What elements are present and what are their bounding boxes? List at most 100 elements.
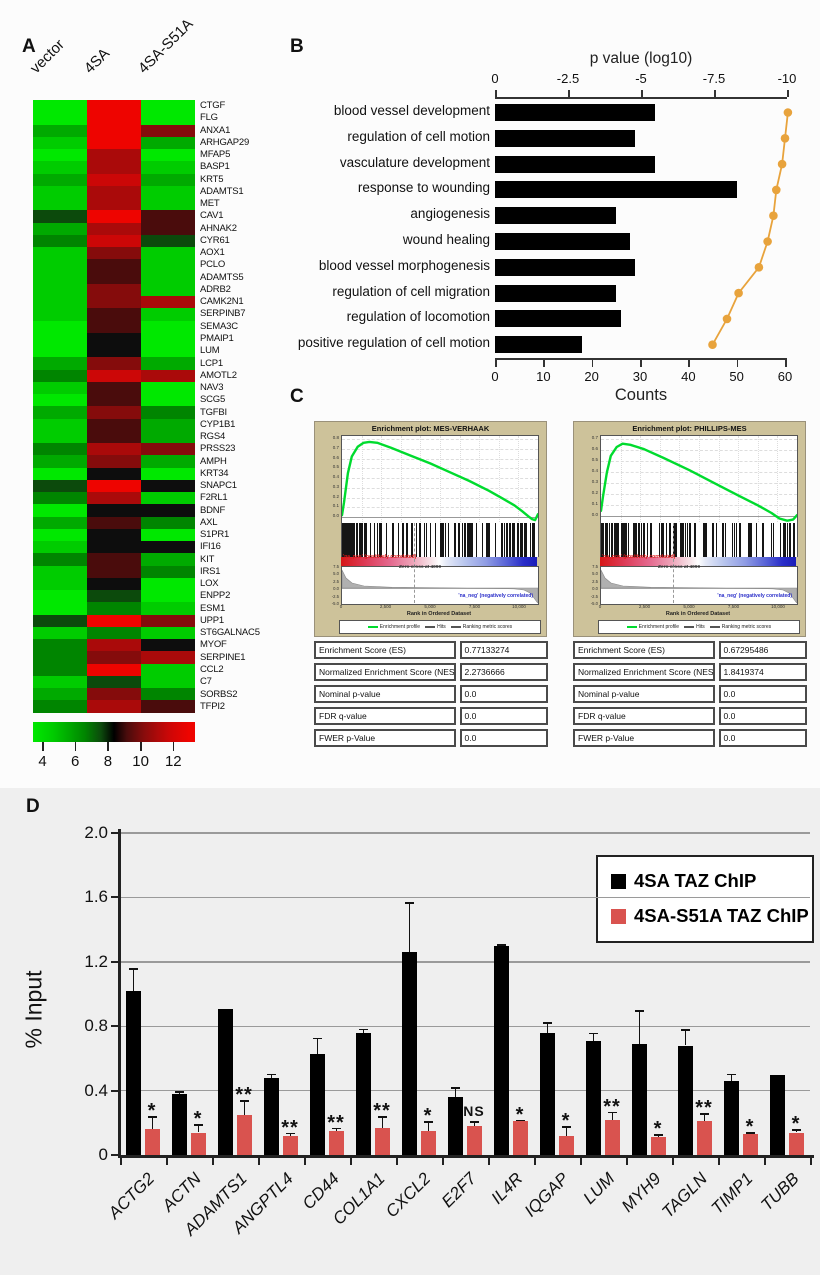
heatmap-cell xyxy=(141,675,195,688)
heatmap-cell xyxy=(141,626,195,639)
heatmap-cell xyxy=(141,479,195,492)
gsea-hit-line xyxy=(441,523,443,557)
gsea-hit-line xyxy=(426,523,427,557)
chip-error-cap xyxy=(588,1032,599,1035)
heatmap-cell xyxy=(141,100,195,113)
chip-error-cap xyxy=(496,944,507,946)
heatmap-cell xyxy=(141,443,195,456)
gsea-hit-line xyxy=(476,523,478,557)
chip-x-axis-line xyxy=(118,1155,814,1158)
heatmap-cell xyxy=(87,234,141,247)
gsea-hit-line xyxy=(374,523,376,557)
go-count-bar xyxy=(495,207,616,225)
gsea-table-label: Normalized Enrichment Score (NES) xyxy=(573,663,715,681)
gsea-metric-tick-label: -5.0 xyxy=(590,601,598,606)
gsea-neg-label: 'na_neg' (negatively correlated) xyxy=(717,593,792,599)
heatmap-gene-label: NAV3 xyxy=(200,382,224,393)
heatmap-cell xyxy=(33,357,87,370)
gsea-hit-line xyxy=(638,523,640,557)
heatmap-cell xyxy=(141,577,195,590)
heatmap-cell xyxy=(87,161,141,174)
gsea-hit-line xyxy=(713,523,715,557)
chip-x-tick xyxy=(810,1157,812,1165)
gsea-hit-line xyxy=(352,523,354,557)
gsea-hit-line xyxy=(505,523,507,557)
gsea-hit-line xyxy=(349,523,351,557)
colorbar-tick-label: 12 xyxy=(164,753,182,770)
gsea-hit-line xyxy=(770,523,772,557)
heatmap-cell xyxy=(33,345,87,358)
heatmap-cell xyxy=(87,602,141,615)
gsea-hit-line xyxy=(614,523,616,557)
chip-bar-4sa xyxy=(126,990,141,1155)
gsea-hit-line xyxy=(616,523,617,557)
gsea-hit-line xyxy=(683,523,684,557)
heatmap-cell xyxy=(87,479,141,492)
go-category-label: regulation of locomotion xyxy=(346,309,490,325)
heatmap-cell xyxy=(87,222,141,235)
heatmap-cell xyxy=(141,112,195,125)
heatmap-cell xyxy=(33,565,87,578)
heatmap-cell xyxy=(33,467,87,480)
chip-significance: ** xyxy=(373,1100,391,1123)
gsea-hit-line xyxy=(434,523,436,557)
go-count-bar xyxy=(495,258,636,276)
gsea-hit-line xyxy=(601,523,603,557)
gsea-hit-line xyxy=(675,523,677,557)
chip-x-tick xyxy=(166,1157,168,1165)
gsea-hit-line xyxy=(353,523,355,557)
panel-a-label: A xyxy=(22,36,36,57)
gsea-metric-zero-line xyxy=(342,588,538,589)
heatmap-colorbar xyxy=(33,722,195,742)
gsea-hit-line xyxy=(435,523,437,557)
heatmap-cell xyxy=(87,675,141,688)
heatmap-cell xyxy=(87,185,141,198)
chip-error-cap xyxy=(450,1087,461,1090)
heatmap-cell xyxy=(33,185,87,198)
heatmap-cell xyxy=(87,210,141,223)
gsea-x-tick-label: 7,500 xyxy=(468,604,481,609)
chip-bar-4sa xyxy=(402,952,417,1155)
chip-bar-s51a xyxy=(697,1121,712,1155)
heatmap-cell xyxy=(87,320,141,333)
chip-error-cap xyxy=(791,1129,802,1131)
gsea-es-tick-label: 0.7 xyxy=(591,435,598,441)
heatmap-cell xyxy=(33,369,87,382)
heatmap-grid xyxy=(33,100,195,713)
gsea-hit-line xyxy=(640,523,642,557)
chip-error-cap xyxy=(745,1132,756,1134)
heatmap-cell xyxy=(33,283,87,296)
gsea-es-tick-label: 0.6 xyxy=(332,454,339,460)
gridline xyxy=(601,439,797,441)
heatmap-cell xyxy=(141,516,195,529)
heatmap-cell xyxy=(87,700,141,713)
gsea-hit-line xyxy=(649,523,651,557)
gsea-hit-line xyxy=(345,523,347,557)
gsea-hit-line xyxy=(635,523,637,557)
heatmap-cell xyxy=(141,296,195,309)
heatmap-cell xyxy=(33,394,87,407)
heatmap-cell xyxy=(33,381,87,394)
gsea-hit-line xyxy=(773,523,775,557)
chip-significance: ** xyxy=(695,1097,713,1120)
chip-bar-4sa xyxy=(770,1074,785,1155)
gsea-hit-line xyxy=(784,523,787,557)
heatmap-gene-label: KIT xyxy=(200,553,215,565)
gsea-zero-line xyxy=(601,516,797,518)
gsea-table-row: Normalized Enrichment Score (NES) 2.27366… xyxy=(314,663,548,681)
gsea-hit-line xyxy=(524,523,527,557)
heatmap-cell xyxy=(141,639,195,652)
gsea-rank-color-strip xyxy=(341,557,537,566)
gsea-hit-line xyxy=(447,523,449,557)
gsea-hit-line xyxy=(530,523,531,557)
chip-bar-s51a xyxy=(329,1130,344,1155)
panel-d-label: D xyxy=(26,796,40,817)
gsea-x-axis-label: Rank in Ordered Dataset xyxy=(665,611,731,617)
gsea-hit-line xyxy=(398,523,400,557)
heatmap-cell xyxy=(141,149,195,162)
gsea-legend-label: Enrichment profile xyxy=(638,624,680,630)
gsea-es-tick-label: 0.1 xyxy=(332,503,339,509)
chip-gridline xyxy=(120,896,810,899)
chip-significance: * xyxy=(561,1110,571,1132)
chip-bar-4sa xyxy=(356,1032,371,1155)
